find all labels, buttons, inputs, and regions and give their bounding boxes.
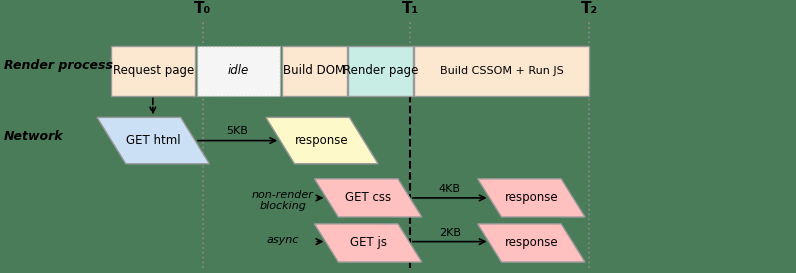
Bar	[111, 46, 195, 96]
Text: Build CSSOM + Run JS: Build CSSOM + Run JS	[439, 66, 564, 76]
Polygon shape	[478, 179, 585, 217]
Text: Build DOM: Build DOM	[283, 64, 345, 78]
Polygon shape	[97, 117, 209, 164]
Text: Request page: Request page	[112, 64, 194, 78]
Bar	[282, 46, 347, 96]
Text: non-render
blocking: non-render blocking	[252, 190, 314, 212]
Text: Render page: Render page	[343, 64, 418, 78]
Text: Network: Network	[4, 130, 64, 143]
Polygon shape	[314, 179, 422, 217]
Text: response: response	[505, 191, 558, 204]
Text: T₀: T₀	[194, 1, 212, 16]
Polygon shape	[266, 117, 378, 164]
Text: GET css: GET css	[345, 191, 391, 204]
Bar	[197, 46, 280, 96]
Polygon shape	[314, 224, 422, 262]
Bar	[348, 46, 413, 96]
Text: 2KB: 2KB	[439, 227, 461, 238]
Text: 4KB: 4KB	[439, 184, 461, 194]
Text: async: async	[267, 235, 298, 245]
Text: T₂: T₂	[580, 1, 598, 16]
Text: T₁: T₁	[401, 1, 419, 16]
Polygon shape	[478, 224, 585, 262]
Text: response: response	[295, 134, 349, 147]
Text: GET js: GET js	[349, 236, 387, 250]
Text: GET html: GET html	[126, 134, 181, 147]
Text: Render process: Render process	[4, 59, 113, 72]
Bar	[414, 46, 589, 96]
Text: response: response	[505, 236, 558, 250]
Text: 5KB: 5KB	[226, 126, 248, 136]
Text: idle: idle	[228, 64, 249, 78]
